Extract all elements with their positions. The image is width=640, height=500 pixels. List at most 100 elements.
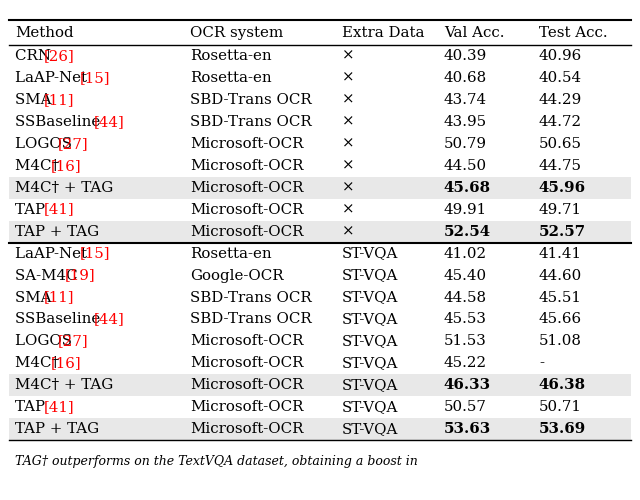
Text: SBD-Trans OCR: SBD-Trans OCR <box>190 92 312 106</box>
Text: Google-OCR: Google-OCR <box>190 268 284 282</box>
Text: ST-VQA: ST-VQA <box>342 356 399 370</box>
Text: ×: × <box>342 92 355 106</box>
Text: 44.60: 44.60 <box>539 268 582 282</box>
Text: 46.33: 46.33 <box>444 378 491 392</box>
Text: TAP + TAG: TAP + TAG <box>15 224 100 238</box>
Text: 45.96: 45.96 <box>539 180 586 194</box>
Text: [41]: [41] <box>44 400 74 414</box>
Text: ×: × <box>342 224 355 238</box>
Text: Microsoft-OCR: Microsoft-OCR <box>190 158 303 172</box>
Text: 50.79: 50.79 <box>444 136 486 150</box>
Text: 49.91: 49.91 <box>444 202 487 216</box>
Text: 40.68: 40.68 <box>444 71 487 85</box>
Text: 45.51: 45.51 <box>539 290 582 304</box>
Text: Rosetta-en: Rosetta-en <box>190 71 271 85</box>
Text: Microsoft-OCR: Microsoft-OCR <box>190 180 303 194</box>
Text: 51.08: 51.08 <box>539 334 582 348</box>
Text: M4C†: M4C† <box>15 356 65 370</box>
Text: [41]: [41] <box>44 202 74 216</box>
Text: 52.57: 52.57 <box>539 224 586 238</box>
Text: 49.71: 49.71 <box>539 202 582 216</box>
Text: 45.53: 45.53 <box>444 312 486 326</box>
Text: ST-VQA: ST-VQA <box>342 312 399 326</box>
Text: [27]: [27] <box>58 136 89 150</box>
Text: TAP: TAP <box>15 202 50 216</box>
Text: 52.54: 52.54 <box>444 224 491 238</box>
Bar <box>9 374 631 396</box>
Text: SBD-Trans OCR: SBD-Trans OCR <box>190 290 312 304</box>
Text: 50.65: 50.65 <box>539 136 582 150</box>
Text: 53.63: 53.63 <box>444 422 491 436</box>
Text: ×: × <box>342 114 355 128</box>
Text: ×: × <box>342 49 355 63</box>
Text: [16]: [16] <box>51 356 82 370</box>
Text: 51.53: 51.53 <box>444 334 486 348</box>
Text: -: - <box>539 356 544 370</box>
Text: [11]: [11] <box>44 92 74 106</box>
Text: 41.41: 41.41 <box>539 246 582 260</box>
Text: [44]: [44] <box>93 312 124 326</box>
Text: ST-VQA: ST-VQA <box>342 290 399 304</box>
Text: 44.58: 44.58 <box>444 290 487 304</box>
Text: Microsoft-OCR: Microsoft-OCR <box>190 378 303 392</box>
Text: [16]: [16] <box>51 158 82 172</box>
Text: ST-VQA: ST-VQA <box>342 378 399 392</box>
Text: Microsoft-OCR: Microsoft-OCR <box>190 334 303 348</box>
Text: Microsoft-OCR: Microsoft-OCR <box>190 224 303 238</box>
Text: Test Acc.: Test Acc. <box>539 26 607 40</box>
Text: SA-M4C: SA-M4C <box>15 268 83 282</box>
Bar <box>9 176 631 199</box>
Text: M4C† + TAG: M4C† + TAG <box>15 180 114 194</box>
Text: Val Acc.: Val Acc. <box>444 26 504 40</box>
Text: [19]: [19] <box>65 268 96 282</box>
Text: 45.22: 45.22 <box>444 356 487 370</box>
Text: Microsoft-OCR: Microsoft-OCR <box>190 356 303 370</box>
Text: Rosetta-en: Rosetta-en <box>190 246 271 260</box>
Text: 50.71: 50.71 <box>539 400 582 414</box>
Text: 44.29: 44.29 <box>539 92 582 106</box>
Text: ×: × <box>342 71 355 85</box>
Text: [15]: [15] <box>79 246 110 260</box>
Text: SBD-Trans OCR: SBD-Trans OCR <box>190 114 312 128</box>
Text: LOGOS: LOGOS <box>15 136 77 150</box>
Text: ST-VQA: ST-VQA <box>342 400 399 414</box>
Text: OCR system: OCR system <box>190 26 283 40</box>
Text: ST-VQA: ST-VQA <box>342 422 399 436</box>
Text: Microsoft-OCR: Microsoft-OCR <box>190 202 303 216</box>
Text: 44.75: 44.75 <box>539 158 582 172</box>
Text: 40.39: 40.39 <box>444 49 487 63</box>
Text: [27]: [27] <box>58 334 89 348</box>
Text: SMA: SMA <box>15 92 57 106</box>
Text: CRN: CRN <box>15 49 56 63</box>
Text: ×: × <box>342 202 355 216</box>
Text: Microsoft-OCR: Microsoft-OCR <box>190 400 303 414</box>
Text: LOGOS: LOGOS <box>15 334 77 348</box>
Text: LaAP-Net: LaAP-Net <box>15 71 92 85</box>
Text: 44.50: 44.50 <box>444 158 487 172</box>
Text: LaAP-Net: LaAP-Net <box>15 246 92 260</box>
Text: Microsoft-OCR: Microsoft-OCR <box>190 136 303 150</box>
Text: SSBaseline: SSBaseline <box>15 312 106 326</box>
Text: Rosetta-en: Rosetta-en <box>190 49 271 63</box>
Text: 50.57: 50.57 <box>444 400 486 414</box>
Text: TAG† outperforms on the TextVQA dataset, obtaining a boost in: TAG† outperforms on the TextVQA dataset,… <box>15 455 418 468</box>
Text: M4C†: M4C† <box>15 158 65 172</box>
Text: [11]: [11] <box>44 290 74 304</box>
Bar <box>9 418 631 440</box>
Text: [44]: [44] <box>93 114 124 128</box>
Text: TAP: TAP <box>15 400 50 414</box>
Text: [26]: [26] <box>44 49 75 63</box>
Text: Microsoft-OCR: Microsoft-OCR <box>190 422 303 436</box>
Text: 45.68: 45.68 <box>444 180 491 194</box>
Text: 43.74: 43.74 <box>444 92 487 106</box>
Text: 45.40: 45.40 <box>444 268 487 282</box>
Text: M4C† + TAG: M4C† + TAG <box>15 378 114 392</box>
Text: ×: × <box>342 158 355 172</box>
Text: 53.69: 53.69 <box>539 422 586 436</box>
Text: 46.38: 46.38 <box>539 378 586 392</box>
Text: ×: × <box>342 136 355 150</box>
Text: 41.02: 41.02 <box>444 246 487 260</box>
Text: [15]: [15] <box>79 71 110 85</box>
Text: 45.66: 45.66 <box>539 312 582 326</box>
Text: SSBaseline: SSBaseline <box>15 114 106 128</box>
